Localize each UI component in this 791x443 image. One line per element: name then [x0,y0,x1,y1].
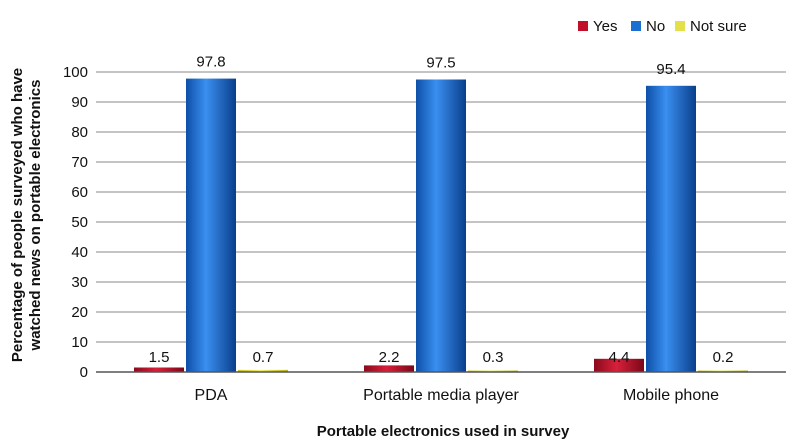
bar-no [646,85,696,373]
y-tick-label: 70 [71,154,88,171]
bar-yes [364,365,414,372]
y-axis-title: Percentage of people surveyed who have wa… [9,68,44,362]
y-tick-label: 80 [71,124,88,141]
legend: Yes No Not sure [578,18,747,35]
y-tick-label: 30 [71,274,88,291]
data-label: 0.3 [483,349,504,366]
legend-swatch [578,21,588,31]
bars [134,78,748,373]
legend-entry: Not sure [690,18,747,35]
legend-swatch [631,21,641,31]
x-tick-label: Mobile phone [623,387,719,404]
data-label: 97.8 [196,54,225,71]
bar-yes [134,367,184,372]
y-tick-label: 100 [63,64,88,81]
x-tick-label: PDA [195,387,228,404]
y-tick-label: 40 [71,244,88,261]
y-axis-title-line: Percentage of people surveyed who have [9,68,26,362]
data-label: 97.5 [426,55,455,72]
bar-no [186,78,236,372]
bar-not-sure [238,369,288,372]
data-label: 2.2 [379,349,400,366]
y-tick-label: 20 [71,304,88,321]
data-label: 1.5 [149,349,170,366]
y-tick-label: 60 [71,184,88,201]
x-axis-ticks: PDA Portable media player Mobile phone [195,387,720,404]
y-axis-ticks: 0 10 20 30 40 50 60 70 80 90 100 [63,64,88,381]
data-label: 95.4 [656,61,685,78]
x-tick-label: Portable media player [363,387,519,404]
data-label: 4.4 [609,349,630,366]
y-tick-label: 50 [71,214,88,231]
x-axis-title: Portable electronics used in survey [317,423,570,440]
y-tick-label: 10 [71,334,88,351]
data-label: 0.2 [713,349,734,366]
bar-no [416,79,466,372]
legend-swatch [675,21,685,31]
value-labels: 1.5 97.8 0.7 2.2 97.5 0.3 4.4 95.4 0.2 [149,54,734,366]
legend-entry: No [646,18,665,35]
data-label: 0.7 [253,349,274,366]
bar-yes [594,358,644,372]
y-axis-title-line: watched news on portable electronics [27,80,44,352]
y-tick-label: 0 [80,364,88,381]
legend-entry: Yes [593,18,617,35]
y-tick-label: 90 [71,94,88,111]
